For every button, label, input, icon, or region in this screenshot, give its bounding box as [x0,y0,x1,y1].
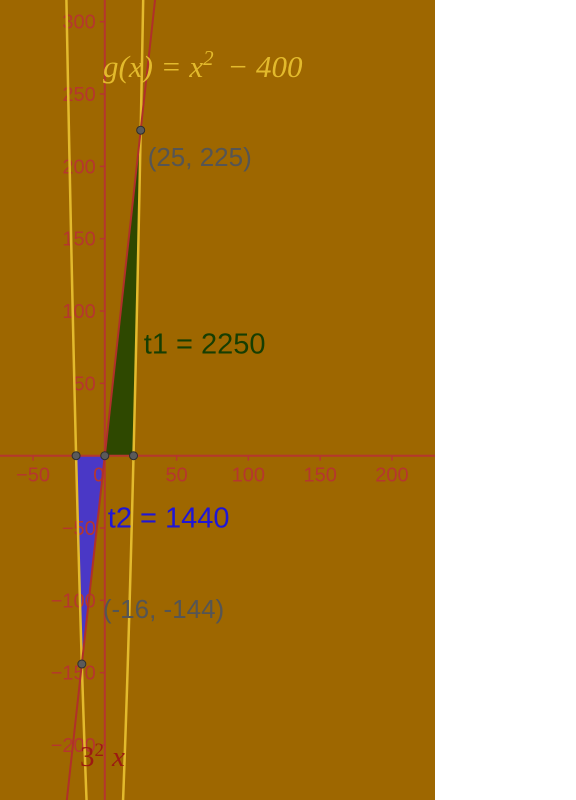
y-tick-label: 50 [74,373,96,395]
y-tick-label: 200 [62,156,95,178]
x-tick-label: 100 [232,465,265,487]
region-t2[interactable] [76,455,105,665]
point[interactable] [71,451,81,461]
plot-background [0,0,435,800]
y-tick-label: 150 [62,229,95,251]
function-curve-g[interactable] [65,0,145,800]
x-tick-label: 150 [303,465,336,487]
x-tick-label: −50 [16,465,50,487]
point[interactable] [129,451,139,461]
point[interactable] [77,659,87,669]
line-line[interactable] [64,0,159,800]
y-tick-label: 250 [62,84,95,106]
x-tick-label: 200 [375,465,408,487]
x-tick-label: 50 [165,465,187,487]
region-label-t2: t2 = 1440 [108,503,230,535]
y-tick-label: 300 [62,12,95,34]
x-tick-label: 0 [93,465,104,487]
chart-plot[interactable]: −50050100150200−200−150−100−505010015020… [0,0,435,800]
y-tick-label: −100 [51,590,96,612]
point-label: (-16, -144) [103,594,224,624]
point[interactable] [100,451,110,461]
graph-view[interactable]: −50050100150200−200−150−100−505010015020… [0,0,435,800]
function-label-g: g(x) = x2 − 400 [103,46,303,84]
line-label-line: 32 x [80,740,125,774]
region-label-t1: t1 = 2250 [144,329,266,361]
point[interactable] [136,125,146,135]
y-tick-label: 100 [62,301,95,323]
point-label: (25, 225) [148,142,252,172]
y-tick-label: −150 [51,663,96,685]
